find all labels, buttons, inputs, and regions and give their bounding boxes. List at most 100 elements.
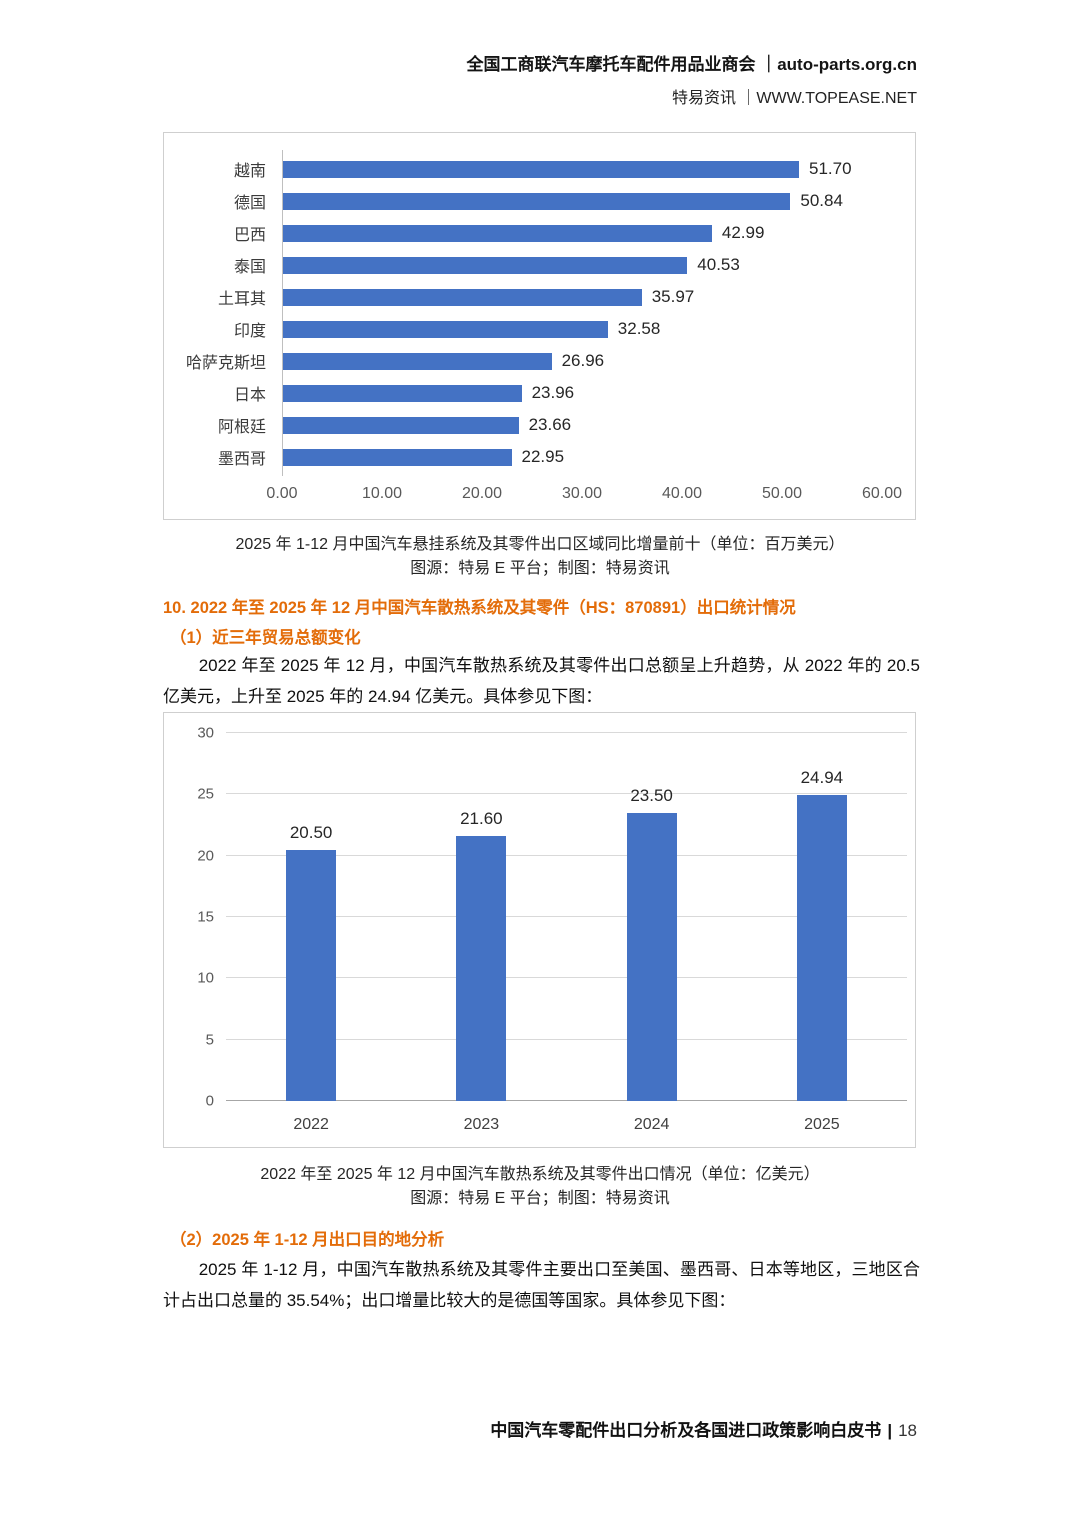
bar (282, 256, 688, 274)
bar-track: 22.95 (282, 441, 882, 473)
hbar-axis: 0.00 10.00 20.00 30.00 40.00 50.00 60.00 (266, 477, 902, 511)
chart2-caption: 2022 年至 2025 年 12 月中国汽车散热系统及其零件出口情况（单位：亿… (260, 1166, 820, 1183)
subsection-1-paragraph: 2022 年至 2025 年 12 月，中国汽车散热系统及其零件出口总额呈上升趋… (163, 656, 920, 706)
gridline (226, 977, 907, 979)
bar-category-label: 巴西 (233, 227, 266, 244)
x-axis-tick-label: 50.00 (761, 485, 803, 502)
bar-value-label: 35.97 (651, 287, 695, 306)
bar-value-label: 42.99 (721, 223, 765, 242)
bar-row: 土耳其 35.97 (164, 281, 915, 313)
bar-value-label: 24.94 (800, 768, 844, 788)
y-axis-tick-label: 30 (197, 724, 214, 742)
subsection-2-paragraph: 2025 年 1-12 月，中国汽车散热系统及其零件主要出口至美国、墨西哥、日本… (163, 1260, 920, 1310)
bar-track: 23.96 (282, 377, 882, 409)
bar (626, 812, 677, 1101)
bar (282, 320, 608, 338)
section-10-heading: 10. 2022 年至 2025 年 12 月中国汽车散热系统及其零件（HS：8… (163, 599, 796, 617)
footer-separator: | (887, 1421, 893, 1440)
chart1-source: 图源：特易 E 平台；制图：特易资讯 (410, 560, 670, 577)
bar-value-label: 21.60 (460, 809, 503, 829)
bar-column: 20.50 (226, 733, 396, 1101)
bar-category-label: 日本 (233, 387, 266, 404)
bar-category-label: 德国 (233, 195, 266, 212)
y-axis-tick-label: 5 (205, 1031, 214, 1049)
gridline (226, 1100, 907, 1101)
bar-track: 51.70 (282, 153, 882, 185)
y-axis-tick-label: 25 (197, 785, 214, 803)
bar (282, 416, 519, 434)
y-axis-tick-label: 0 (205, 1092, 214, 1110)
vbar-cols: 20.50 21.60 23.50 24.94 (226, 733, 907, 1101)
gridline (226, 1038, 907, 1040)
bar-value-label: 20.50 (289, 822, 333, 842)
bar-value-label: 50.84 (800, 191, 843, 210)
bar (282, 160, 799, 178)
chart1-caption: 2025 年 1-12 月中国汽车悬挂系统及其零件出口区域同比增量前十（单位：百… (235, 536, 845, 553)
bar-row: 越南 51.70 (164, 153, 915, 185)
bar (282, 448, 512, 466)
subsection-2-heading: （2）2025 年 1-12 月出口目的地分析 (170, 1231, 445, 1249)
radiator-export-trend-chart: 0 5 10 15 20 25 30 20.50 21.60 23.50 24.94 2022 20… (163, 712, 916, 1148)
bar-column: 23.50 (567, 733, 737, 1101)
bar-row: 墨西哥 22.95 (164, 441, 915, 473)
bar (456, 836, 507, 1101)
page-footer: 中国汽车零配件出口分析及各国进口政策影响白皮书 | 18 (490, 1416, 917, 1441)
hbar-rows: 越南 51.70 德国 50.84 巴西 42.99 泰国 40.53 土耳其 35.97 印度 32… (164, 150, 915, 476)
x-axis-tick-label: 0.00 (266, 485, 298, 502)
x-axis-category-label: 2025 (804, 1116, 840, 1133)
header-association-line: 全国工商联汽车摩托车配件用品业商会 ｜auto-parts.org.cn (466, 55, 917, 74)
header-site-line: 特易资讯 ｜WWW.TOPEASE.NET (671, 90, 917, 107)
footer-title: 中国汽车零配件出口分析及各国进口政策影响白皮书 (490, 1421, 882, 1440)
y-axis-tick-label: 20 (197, 847, 214, 865)
bar-row: 日本 23.96 (164, 377, 915, 409)
x-axis-tick-label: 20.00 (461, 485, 503, 502)
x-axis-tick-label: 40.00 (661, 485, 703, 502)
x-axis-category-label: 2024 (633, 1116, 670, 1133)
bar (282, 224, 712, 242)
bar-category-label: 哈萨克斯坦 (185, 355, 266, 372)
bar-category-label: 土耳其 (217, 291, 266, 308)
bar (282, 192, 791, 210)
y-axis-tick-label: 10 (197, 969, 214, 987)
gridline (226, 854, 907, 856)
chart2-source: 图源：特易 E 平台；制图：特易资讯 (410, 1190, 670, 1207)
x-axis-tick-label: 30.00 (561, 485, 603, 502)
bar-value-label: 32.58 (617, 319, 661, 338)
y-axis-tick-label: 15 (197, 908, 214, 926)
vbar-plot: 0 5 10 15 20 25 30 20.50 21.60 23.50 24.94 (197, 725, 907, 1110)
subsection-1-heading: （1）近三年贸易总额变化 (170, 629, 361, 647)
x-axis-category-label: 2023 (463, 1116, 500, 1133)
footer-page-number: 18 (898, 1421, 917, 1440)
x-axis-tick-label: 10.00 (361, 485, 403, 502)
bar-value-label: 51.70 (809, 159, 852, 178)
bar-value-label: 40.53 (697, 255, 740, 274)
bar (282, 384, 522, 402)
bar-track: 26.96 (282, 345, 882, 377)
bar-column: 21.60 (396, 733, 566, 1101)
bar-value-label: 23.66 (528, 415, 572, 434)
bar-value-label: 26.96 (561, 351, 605, 370)
bar-track: 35.97 (282, 281, 882, 313)
bar-value-label: 23.96 (531, 383, 575, 402)
bar-row: 印度 32.58 (164, 313, 915, 345)
bar-track: 23.66 (282, 409, 882, 441)
bar-row: 德国 50.84 (164, 185, 915, 217)
gridline (226, 793, 907, 795)
bar-track: 42.99 (282, 217, 882, 249)
page-header: 全国工商联汽车摩托车配件用品业商会 ｜auto-parts.org.cn 特易资… (466, 50, 917, 108)
gridline (226, 732, 907, 733)
bar-category-label: 泰国 (233, 259, 266, 276)
bar-category-label: 阿根廷 (217, 419, 266, 436)
gridline (226, 916, 907, 917)
bar-row: 阿根廷 23.66 (164, 409, 915, 441)
bar (282, 288, 642, 306)
x-axis-tick-label: 60.00 (861, 485, 903, 502)
bar (796, 795, 847, 1101)
x-axis-category-label: 2022 (293, 1116, 329, 1133)
bar-value-label: 23.50 (630, 785, 673, 805)
bar-row: 泰国 40.53 (164, 249, 915, 281)
bar-column: 24.94 (737, 733, 907, 1101)
bar-category-label: 印度 (233, 323, 266, 340)
bar-category-label: 越南 (233, 163, 266, 180)
bar-track: 40.53 (282, 249, 882, 281)
